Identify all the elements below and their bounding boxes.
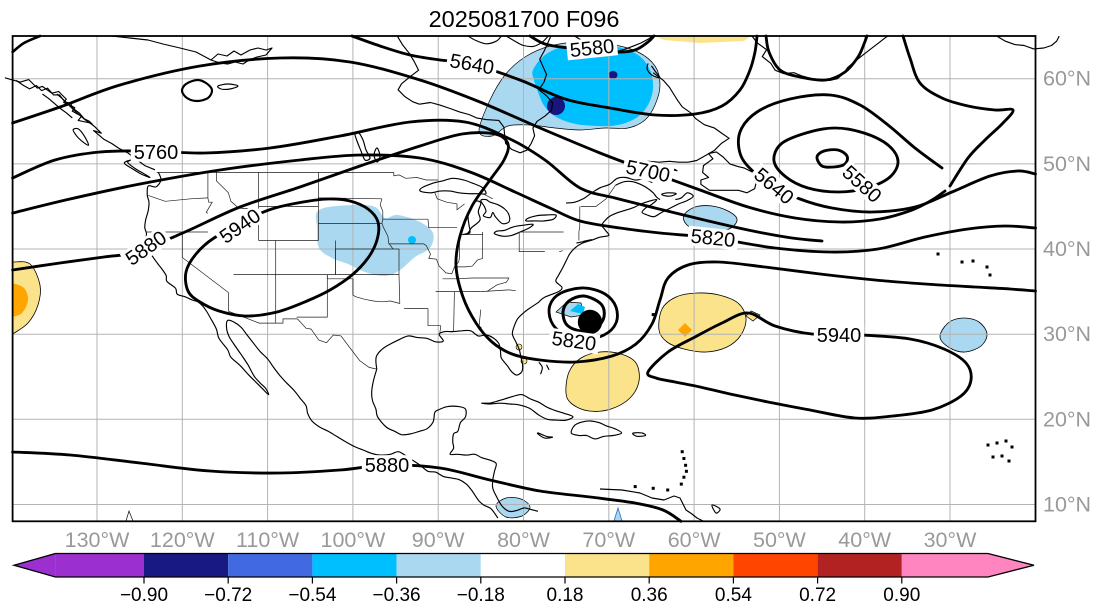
svg-text:70°W: 70°W: [582, 528, 636, 552]
svg-text:60°W: 60°W: [668, 528, 722, 552]
svg-text:30°W: 30°W: [924, 528, 978, 552]
svg-text:110°W: 110°W: [236, 528, 300, 552]
svg-text:20°N: 20°N: [1043, 407, 1091, 431]
svg-text:60°N: 60°N: [1043, 67, 1091, 91]
svg-text:0.18: 0.18: [547, 585, 584, 606]
svg-text:130°W: 130°W: [65, 528, 130, 552]
svg-text:0.90: 0.90: [883, 585, 920, 606]
svg-text:40°N: 40°N: [1043, 237, 1091, 261]
svg-text:30°N: 30°N: [1043, 322, 1091, 346]
svg-text:90°W: 90°W: [412, 528, 466, 552]
svg-text:−0.72: −0.72: [204, 585, 252, 606]
svg-text:10°N: 10°N: [1043, 493, 1091, 517]
svg-text:50°N: 50°N: [1043, 152, 1091, 176]
svg-text:5580: 5580: [569, 36, 616, 63]
svg-text:40°W: 40°W: [838, 528, 892, 552]
svg-text:120°W: 120°W: [150, 528, 215, 552]
svg-text:−0.90: −0.90: [120, 585, 168, 606]
svg-text:−0.54: −0.54: [288, 585, 337, 606]
svg-text:−0.18: −0.18: [457, 585, 505, 606]
svg-text:5820: 5820: [690, 226, 737, 253]
svg-text:5940: 5940: [817, 325, 862, 347]
svg-text:0.72: 0.72: [799, 585, 836, 606]
svg-text:2025081700 F096: 2025081700 F096: [429, 6, 620, 32]
svg-text:−0.36: −0.36: [373, 585, 421, 606]
svg-text:50°W: 50°W: [753, 528, 807, 552]
svg-text:5880: 5880: [365, 455, 410, 477]
svg-text:5760: 5760: [134, 142, 179, 164]
svg-text:100°W: 100°W: [321, 528, 386, 552]
svg-text:0.36: 0.36: [631, 585, 668, 606]
svg-text:0.54: 0.54: [715, 585, 752, 606]
svg-text:80°W: 80°W: [497, 528, 551, 552]
